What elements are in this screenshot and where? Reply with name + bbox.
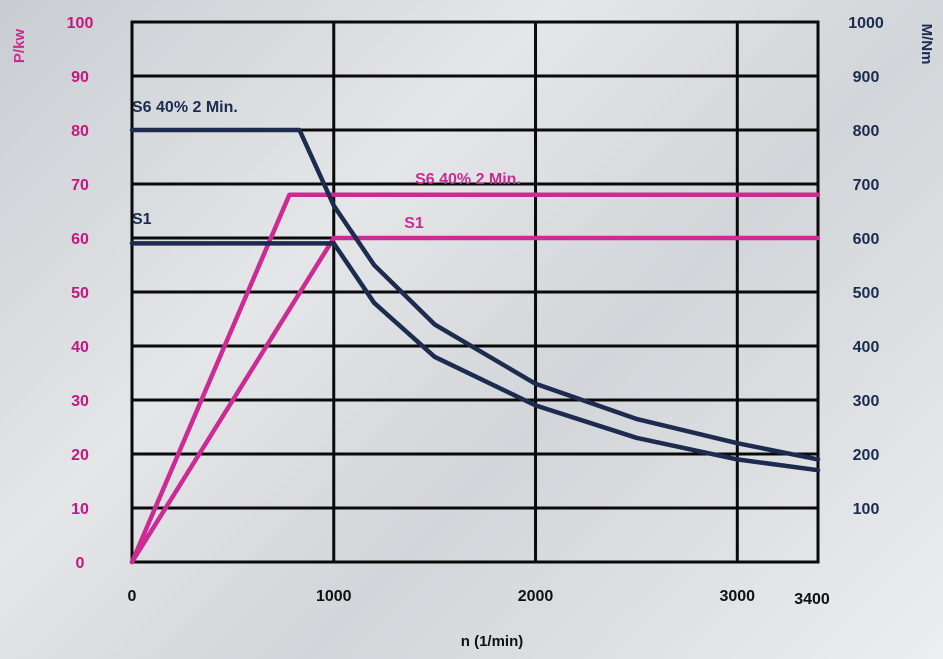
- y-right-tick-label: 200: [853, 447, 880, 464]
- y-right-tick-label: 900: [853, 69, 880, 86]
- y-left-tick-label: 20: [71, 447, 89, 464]
- y-right-axis-title: M/Nm: [918, 24, 935, 65]
- y-left-tick-label: 70: [71, 177, 89, 194]
- torque-line-s6-40-2-min: [129, 127, 821, 462]
- y-right-tick-label: 500: [853, 285, 880, 302]
- y-left-tick-label: 0: [76, 555, 85, 572]
- y-left-tick-label: 50: [71, 285, 89, 302]
- y-left-tick-label: 40: [71, 339, 89, 356]
- power-label-s1: S1: [404, 215, 424, 232]
- x-tick-label: 3000: [719, 588, 755, 605]
- power-line-s6-40-2-min: [129, 192, 821, 565]
- y-right-tick-label: 700: [853, 177, 880, 194]
- y-left-tick-label: 100: [67, 15, 94, 32]
- curve-labels: S6 40% 2 Min. S1 S6 40% 2 Min. S1: [132, 99, 521, 232]
- torque-line-s1: [129, 241, 821, 473]
- tick-labels: 0 10 20 30 40 50 60 70 80 90 100 100 200 300 400 500 600…: [67, 15, 884, 608]
- y-right-tick-label: 1000: [848, 15, 884, 32]
- y-right-tick-label: 100: [853, 501, 880, 518]
- torque-label-s6-40-2-min: S6 40% 2 Min.: [132, 99, 238, 116]
- x-tick-label: 0: [128, 588, 137, 605]
- x-axis-title: n (1/min): [461, 633, 524, 650]
- torque-label-s1: S1: [132, 211, 152, 228]
- y-right-tick-label: 800: [853, 123, 880, 140]
- y-left-tick-label: 90: [71, 69, 89, 86]
- power-label-s6-40-2-min: S6 40% 2 Min.: [415, 171, 521, 188]
- y-left-tick-label: 80: [71, 123, 89, 140]
- y-right-tick-label: 300: [853, 393, 880, 410]
- power-line-s1: [129, 235, 821, 565]
- x-tick-label: 2000: [518, 588, 554, 605]
- y-left-axis-title: P/kw: [11, 29, 28, 64]
- y-left-tick-label: 10: [71, 501, 89, 518]
- series: [129, 127, 821, 565]
- y-right-tick-label: 600: [853, 231, 880, 248]
- y-right-tick-label: 400: [853, 339, 880, 356]
- x-tick-label: 3400: [794, 591, 830, 608]
- y-left-tick-label: 60: [71, 231, 89, 248]
- y-left-tick-label: 30: [71, 393, 89, 410]
- x-tick-label: 1000: [316, 588, 352, 605]
